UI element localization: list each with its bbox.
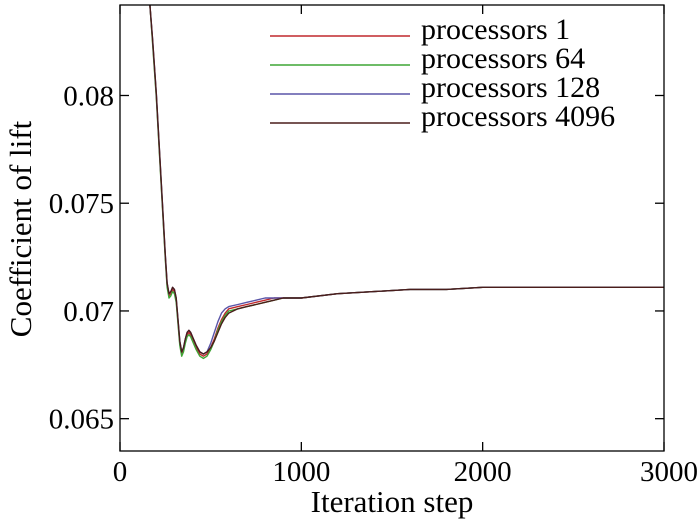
series-line-4 [149, 5, 664, 355]
ticks-layer: 0 1000 2000 3000 0.065 0.07 0.075 0.08 [49, 5, 698, 488]
x-tick-label: 3000 [640, 456, 698, 488]
x-axis-title: Iteration step [311, 484, 474, 519]
y-axis-title: Coefficient of lift [3, 120, 38, 337]
legend-label-3: processors 128 [421, 71, 600, 104]
y-tick-label: 0.07 [63, 296, 114, 328]
x-tick-label: 2000 [454, 456, 512, 488]
y-tick-label: 0.08 [63, 80, 114, 112]
x-tick-label: 0 [113, 456, 128, 488]
x-tick-label: 1000 [272, 456, 330, 488]
legend-label-2: processors 64 [421, 42, 585, 75]
y-tick-label: 0.075 [49, 188, 114, 220]
y-tick-label: 0.065 [49, 404, 114, 436]
legend-label-1: processors 1 [421, 13, 570, 46]
series-layer [149, 5, 664, 360]
legend-label-4: processors 4096 [421, 100, 615, 133]
plot-frame [119, 4, 665, 452]
